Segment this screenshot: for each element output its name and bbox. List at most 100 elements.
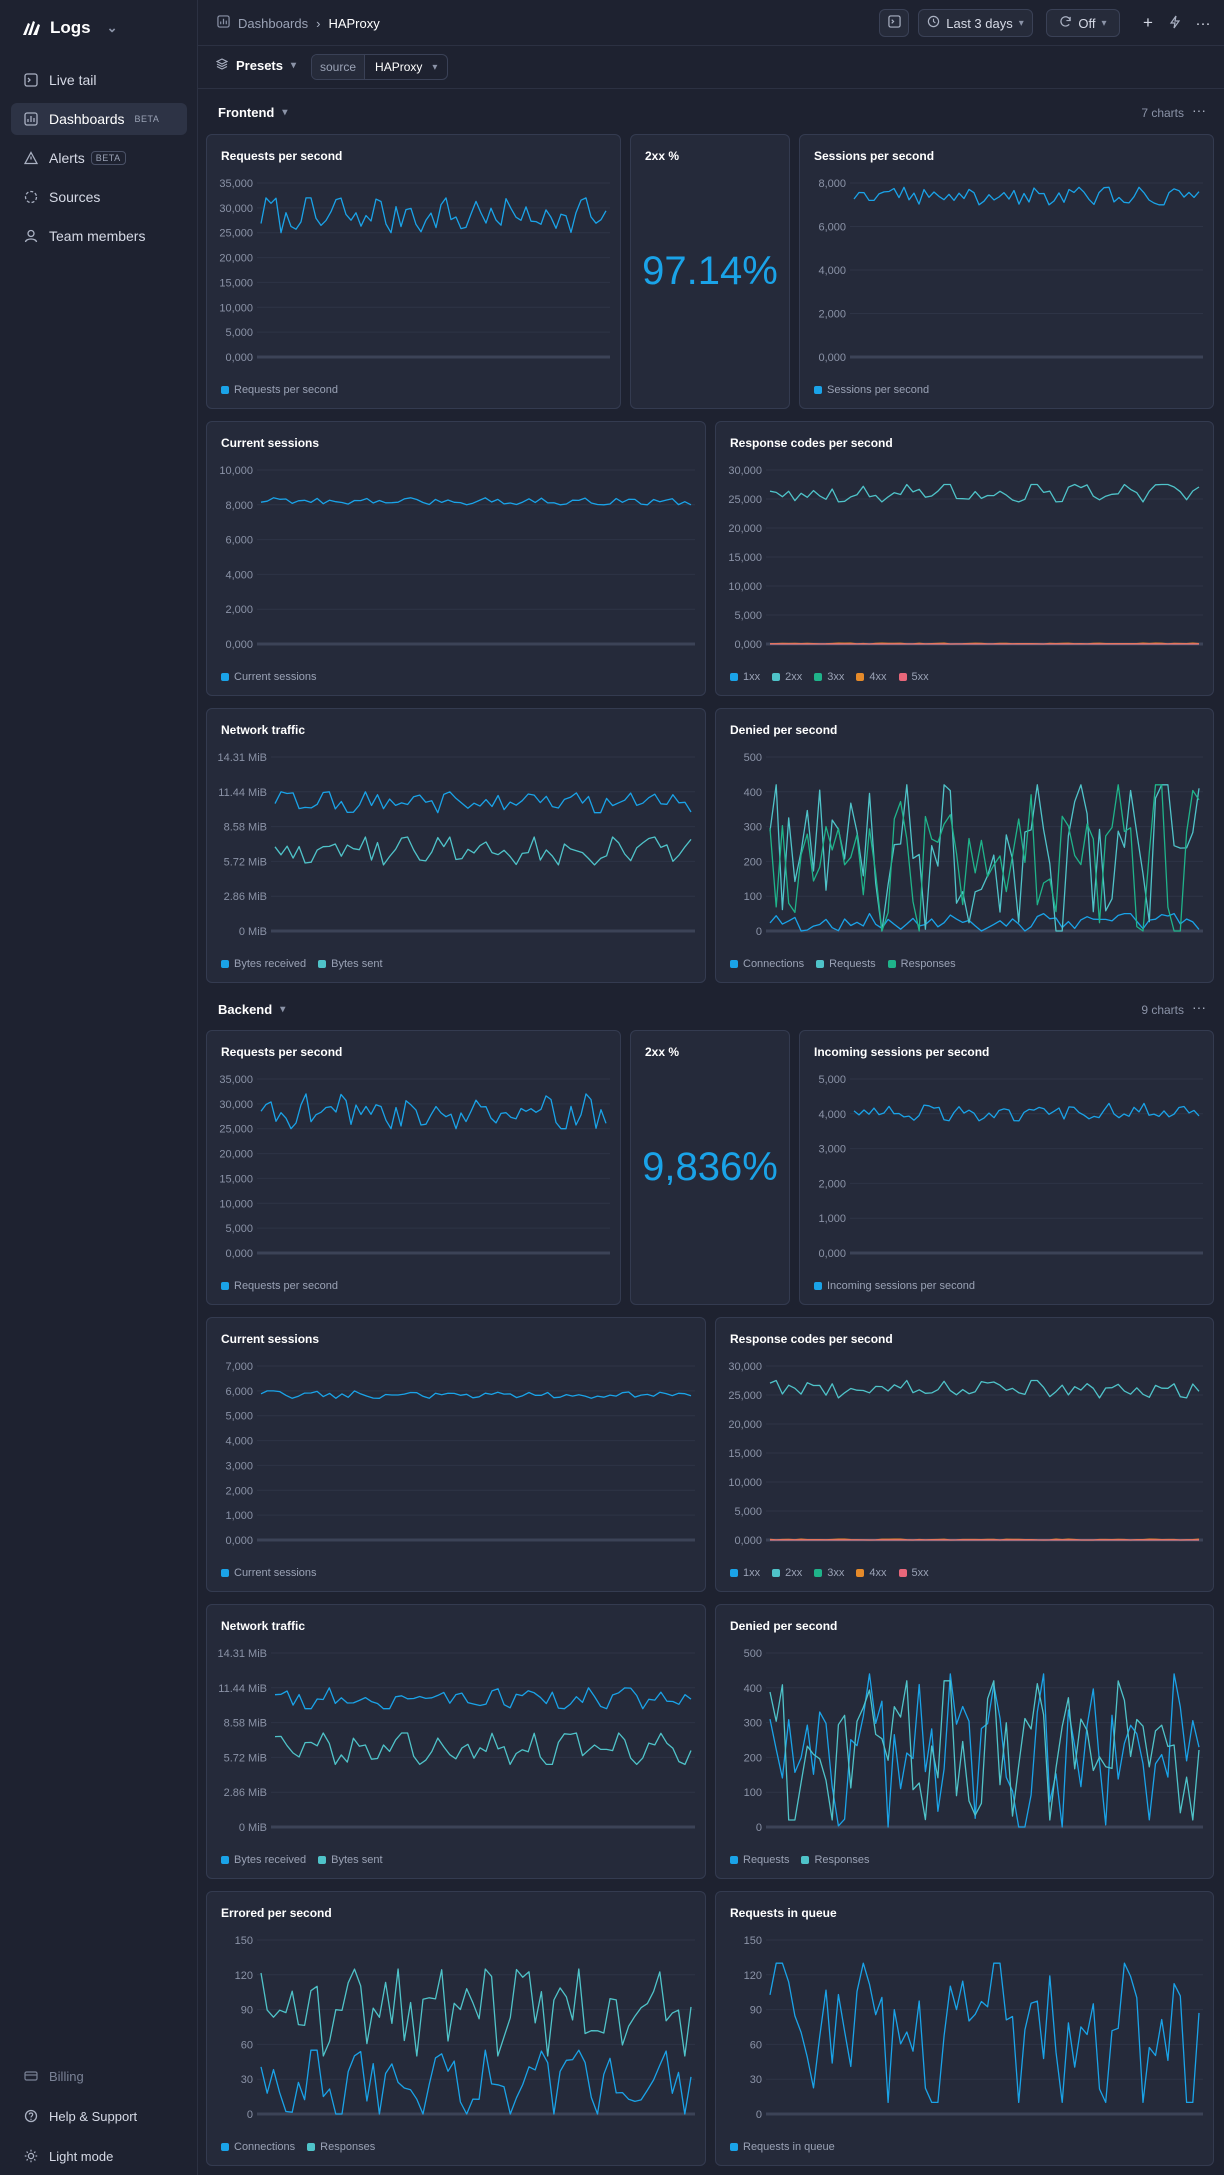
legend-item[interactable]: Requests per second [221,384,338,396]
y-tick-label: 5,000 [225,1223,253,1235]
lightning-button[interactable] [1163,9,1187,37]
app-logo[interactable]: Logs ⌄ [22,16,118,40]
legend-item[interactable]: Connections [730,958,804,970]
legend-item[interactable]: Responses [801,1854,870,1866]
legend-item[interactable]: Bytes received [221,958,306,970]
chart-panel-errored-per-second[interactable]: Errored per second 150 120 90 60 30 0 Connectio… [206,1891,706,2166]
y-tick-label: 11.44 MiB [218,787,267,799]
y-tick-label: 15,000 [219,1173,253,1185]
legend-item[interactable]: 4xx [856,671,887,683]
y-tick-label: 2.86 MiB [224,1787,267,1799]
legend-item[interactable]: Bytes sent [318,1854,383,1866]
legend-swatch [221,673,229,681]
sidebar-item-help[interactable]: Help & Support [11,2100,187,2132]
add-button[interactable]: + [1136,9,1160,37]
legend-item[interactable]: Bytes received [221,1854,306,1866]
legend-item[interactable]: Incoming sessions per second [814,1280,975,1292]
ellipsis-icon[interactable]: ··· [1192,102,1206,118]
legend-item[interactable]: Sessions per second [814,384,929,396]
chart-panel-incoming-sessions-per-second[interactable]: Incoming sessions per second 5,000 4,000 3,… [799,1030,1214,1305]
legend-item[interactable]: Current sessions [221,671,317,683]
chart-legend: Requests per second [221,384,338,396]
chart-panel-response-codes-per-second[interactable]: Response codes per second 30,000 25,000 20,… [715,1317,1214,1592]
section-title[interactable]: Backend ▾ [218,1002,285,1017]
refresh-select[interactable]: Off ▾ [1046,9,1120,37]
legend-item[interactable]: 1xx [730,671,760,683]
chart-panel-current-sessions[interactable]: Current sessions 7,000 6,000 5,000 4,000 3,00… [206,1317,706,1592]
chart-panel-denied-per-second[interactable]: Denied per second 500 400 300 200 100 0 Request… [715,1604,1214,1879]
chart-legend: Connections Responses [221,2141,375,2153]
sidebar-item-team-members[interactable]: Team members [11,220,187,252]
legend-label: Requests in queue [743,2141,835,2153]
line-chart: 14.31 MiB 11.44 MiB 8.58 MiB 5.72 MiB 2.86 M… [217,1648,695,1834]
legend-item[interactable]: Responses [307,2141,375,2153]
y-tick-label: 20,000 [219,1149,253,1161]
y-tick-label: 1,000 [225,1510,253,1522]
y-tick-label: 0,000 [225,1248,253,1260]
sidebar-item-live-tail[interactable]: Live tail [11,64,187,96]
legend-swatch [772,1569,781,1577]
stat-panel[interactable]: 2xx % 97.14% [630,134,790,409]
filter-value[interactable]: HAProxy ▾ [365,60,447,74]
legend-item[interactable]: 5xx [898,671,929,683]
chart-panel-network-traffic[interactable]: Network traffic 14.31 MiB 11.44 MiB 8.58 Mi… [206,708,706,983]
legend-label: 5xx [911,671,929,683]
legend-item[interactable]: Current sessions [221,1567,317,1579]
series-line-bytes-sent [274,836,692,866]
chart-panel-requests-per-second[interactable]: Requests per second 35,000 30,000 25,000 20,… [206,1030,621,1305]
breadcrumb-parent[interactable]: Dashboards [238,15,309,31]
sidebar-item-billing[interactable]: Billing [11,2060,187,2092]
section-title[interactable]: Frontend ▾ [218,105,287,120]
lightning-icon [1169,15,1181,32]
chart-panel-network-traffic[interactable]: Network traffic 14.31 MiB 11.44 MiB 8.58 Mi… [206,1604,706,1879]
legend-swatch [730,1856,738,1864]
stat-value: 97.14% [642,249,778,293]
dashboard-icon [23,111,39,127]
more-button[interactable]: ··· [1191,9,1215,37]
terminal-button[interactable] [879,9,909,37]
y-tick-label: 5,000 [225,327,253,339]
sidebar-item-light-mode[interactable]: Light mode [11,2140,187,2172]
y-tick-label: 20,000 [728,523,762,535]
source-filter[interactable]: source HAProxy ▾ [311,54,449,80]
y-tick-label: 8,000 [818,178,846,190]
chart-panel-response-codes-per-second[interactable]: Response codes per second 30,000 25,000 20,… [715,421,1214,696]
breadcrumb-current: HAProxy [328,15,380,31]
sidebar-item-dashboards[interactable]: Dashboards BETA [11,103,187,135]
legend-item[interactable]: 5xx [898,1567,929,1579]
legend-item[interactable]: Requests per second [221,1280,338,1292]
refresh-label: Off [1078,15,1096,31]
y-tick-label: 2,000 [818,309,846,321]
legend-item[interactable]: 4xx [856,1567,887,1579]
sidebar-item-sources[interactable]: Sources [11,181,187,213]
presets-button[interactable]: Presets ▾ [215,58,296,73]
legend-swatch [772,673,781,681]
legend-item[interactable]: 2xx [772,1567,802,1579]
chart-panel-requests-per-second[interactable]: Requests per second 35,000 30,000 25,000 20,… [206,134,621,409]
legend-label: Connections [743,958,805,970]
time-range-select[interactable]: Last 3 days ▾ [918,9,1033,37]
plus-icon: + [1143,13,1153,32]
legend-item[interactable]: Responses [887,958,956,970]
series-line-2xx [769,483,1200,503]
chart-panel-denied-per-second[interactable]: Denied per second 500 400 300 200 100 0 Connect… [715,708,1214,983]
chart-panel-sessions-per-second[interactable]: Sessions per second 8,000 6,000 4,000 2,000 0… [799,134,1214,409]
sidebar-item-alerts[interactable]: Alerts BETA [11,142,187,174]
ellipsis-icon[interactable]: ··· [1192,999,1206,1015]
legend-item[interactable]: 3xx [814,671,844,683]
legend-item[interactable]: Requests in queue [730,2141,835,2153]
legend-item[interactable]: Requests [816,958,876,970]
stat-panel[interactable]: 2xx % 9,836% [630,1030,790,1305]
chart-panel-current-sessions[interactable]: Current sessions 10,000 8,000 6,000 4,000 2,0… [206,421,706,696]
chevron-down-icon[interactable]: ⌄ [106,20,118,35]
legend-item[interactable]: 1xx [730,1567,760,1579]
legend-item[interactable]: Requests [730,1854,789,1866]
legend-item[interactable]: 2xx [772,671,802,683]
sidebar-item-label: Live tail [49,72,97,88]
legend-item[interactable]: Connections [221,2141,295,2153]
chart-panel-requests-in-queue[interactable]: Requests in queue 150 120 90 60 30 0 Requests i… [715,1891,1214,2166]
legend-item[interactable]: 3xx [814,1567,844,1579]
presets-label: Presets [236,58,283,73]
y-tick-label: 30 [241,2074,253,2086]
legend-item[interactable]: Bytes sent [318,958,383,970]
